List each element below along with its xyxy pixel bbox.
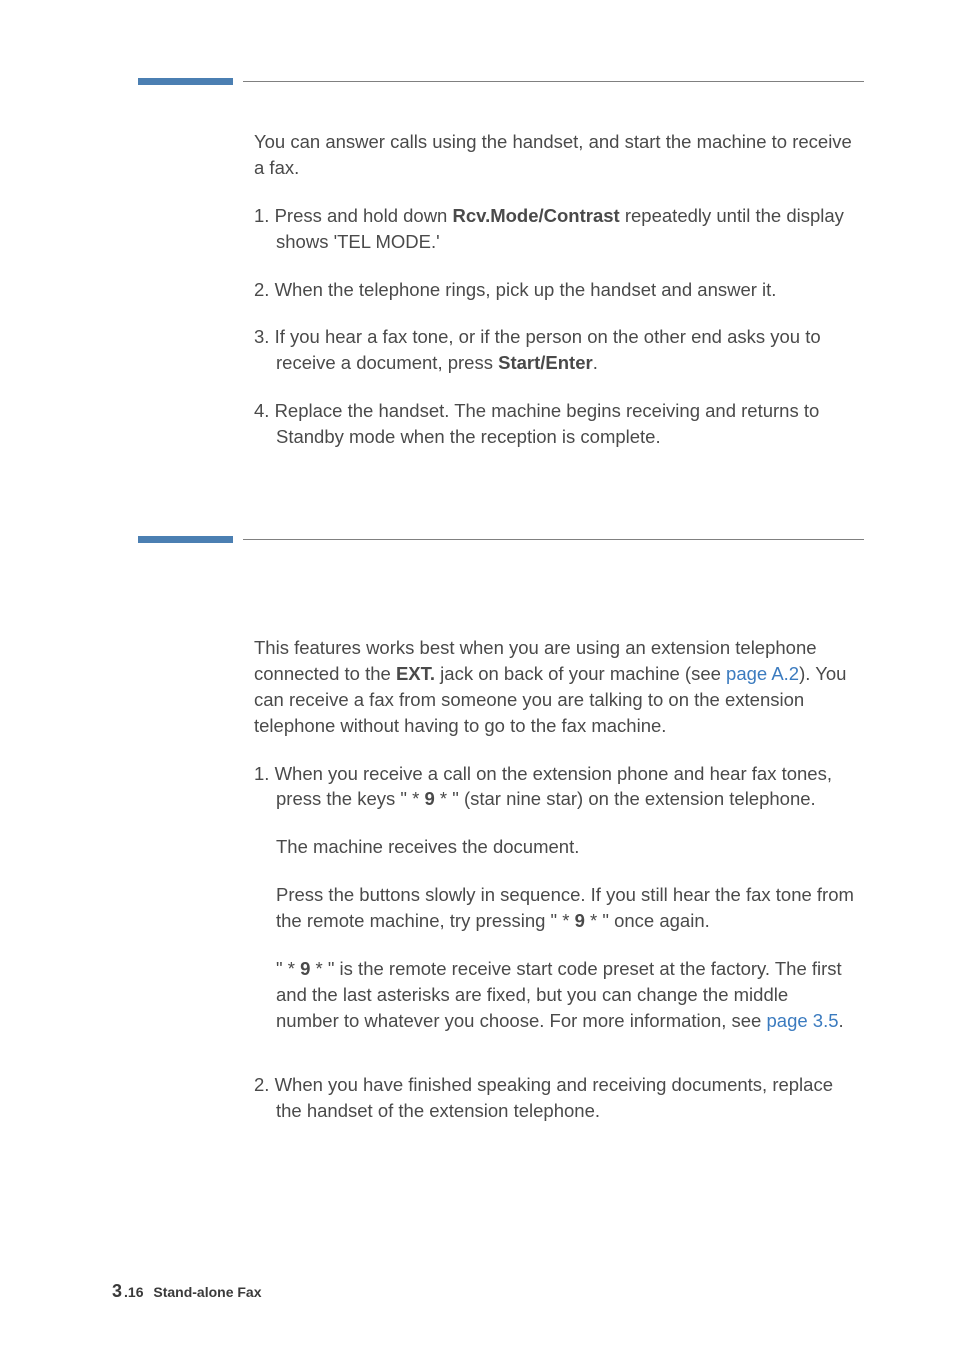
divider-grey-line-2: [243, 539, 864, 540]
b-sub-1: The machine receives the document.: [276, 834, 854, 860]
section-divider-1: [138, 78, 864, 85]
step-4: 4. Replace the handset. The machine begi…: [254, 398, 854, 450]
step-1-bold: Rcv.Mode/Contrast: [453, 205, 620, 226]
link-page-35[interactable]: page 3.5: [767, 1010, 839, 1031]
b-step-2: 2. When you have finished speaking and r…: [254, 1072, 854, 1124]
code-star: *: [412, 788, 419, 809]
b-sub-3: " * 9 * " is the remote receive start co…: [276, 956, 854, 1034]
step-3-bold: Start/Enter: [498, 352, 593, 373]
sub2-star1: *: [562, 910, 569, 931]
divider-blue-bar: [138, 78, 233, 85]
b-sub2-p2: " once again.: [597, 910, 710, 931]
b-step-1: 1. When you receive a call on the extens…: [254, 761, 854, 813]
section-2-content: This features works best when you are us…: [138, 635, 864, 1123]
intro-paragraph-1: You can answer calls using the handset, …: [254, 129, 854, 181]
footer-page: 16: [128, 1284, 144, 1300]
sub3-star1: *: [288, 958, 295, 979]
spacer: [138, 587, 864, 635]
section-gap: [138, 472, 864, 536]
code-nine: 9: [424, 788, 434, 809]
b-sub3-p2: .: [839, 1010, 844, 1031]
footer-title: Stand-alone Fax: [153, 1284, 261, 1300]
b-step1-p2: " (star nine star) on the extension tele…: [447, 788, 816, 809]
intro2-bold: EXT.: [396, 663, 435, 684]
footer-chapter: 3: [112, 1281, 122, 1301]
link-page-a2[interactable]: page A.2: [726, 663, 799, 684]
step-1-prefix: 1. Press and hold down: [254, 205, 453, 226]
step-3: 3. If you hear a fax tone, or if the per…: [254, 324, 854, 376]
sub3-nine: 9: [300, 958, 310, 979]
page-footer: 3.16 Stand-alone Fax: [112, 1281, 262, 1302]
sub2-nine: 9: [575, 910, 585, 931]
b-sub3-p1: " is the remote receive start code prese…: [276, 958, 842, 1031]
divider-grey-line: [243, 81, 864, 82]
step-2: 2. When the telephone rings, pick up the…: [254, 277, 854, 303]
intro-paragraph-2: This features works best when you are us…: [254, 635, 854, 739]
divider-blue-bar-2: [138, 536, 233, 543]
section-divider-2: [138, 536, 864, 543]
sub3-star2: *: [316, 958, 323, 979]
step-1: 1. Press and hold down Rcv.Mode/Contrast…: [254, 203, 854, 255]
page-container: You can answer calls using the handset, …: [0, 0, 954, 1123]
section-1-content: You can answer calls using the handset, …: [138, 129, 864, 450]
intro2-p2: jack on back of your machine (see: [435, 663, 726, 684]
b-sub-2: Press the buttons slowly in sequence. If…: [276, 882, 854, 934]
b-sub3-p0: ": [276, 958, 288, 979]
step-3-suffix: .: [593, 352, 598, 373]
